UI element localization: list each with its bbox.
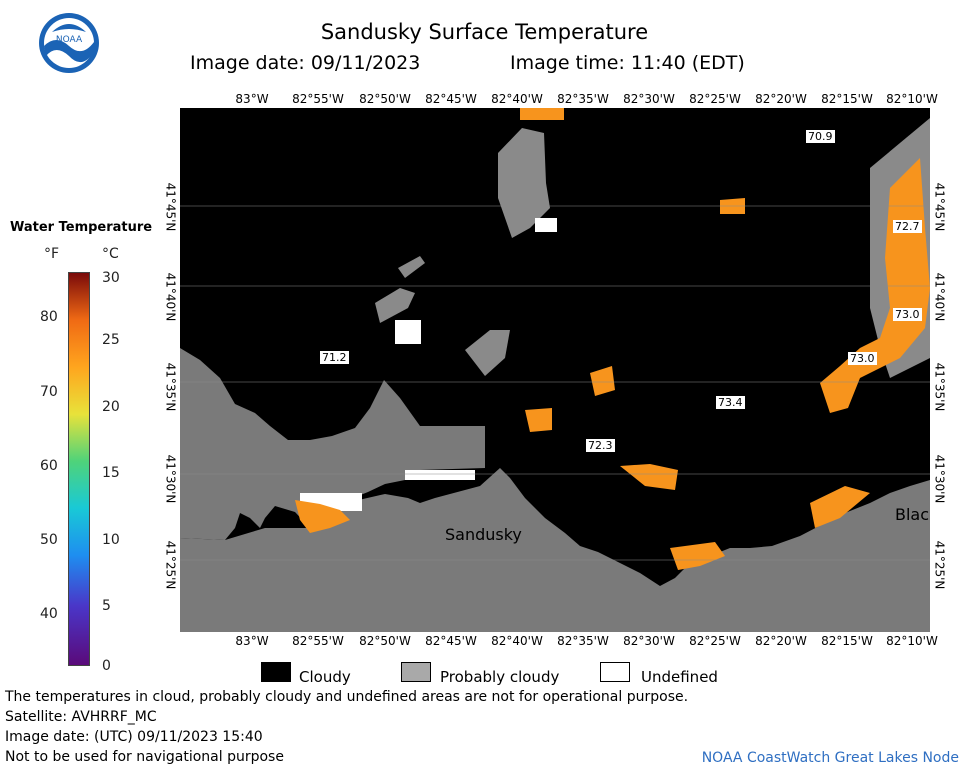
disclaimer-text: The temperatures in cloud, probably clou… (5, 689, 689, 705)
undefined-label: Undefined (641, 668, 718, 686)
probably-cloudy-area-1 (498, 128, 550, 238)
probably-cloudy-area-2 (465, 330, 510, 376)
cloudy-label: Cloudy (299, 668, 351, 686)
warm-water-southeast (810, 486, 870, 528)
unit-fahrenheit: °F (44, 246, 60, 262)
temp-label: 73.4 (716, 396, 745, 409)
utc-date-text: Image date: (UTC) 09/11/2023 15:40 (5, 729, 263, 745)
noaa-logo-icon: NOAA (39, 13, 99, 73)
lon-label-bottom: 83°W (235, 634, 269, 648)
lat-label-right: 41°45'N (932, 182, 947, 232)
temp-label: 73.0 (848, 352, 877, 365)
lon-label-top: 82°15'W (821, 92, 873, 106)
lon-label-bottom: 82°35'W (557, 634, 609, 648)
lon-label-top: 82°55'W (292, 92, 344, 106)
lon-label-top: 82°10'W (886, 92, 938, 106)
warm-water-south-1 (670, 542, 725, 570)
temp-label: 72.3 (586, 439, 615, 452)
undefined-area-4 (535, 218, 557, 232)
temperature-colorbar (68, 272, 90, 666)
warm-water-north (520, 108, 564, 120)
lon-label-bottom: 82°55'W (292, 634, 344, 648)
unit-celsius: °C (102, 246, 119, 262)
temp-label: 73.0 (893, 308, 922, 321)
lat-label-right: 41°30'N (932, 454, 947, 504)
c-tick-label: 0 (102, 658, 111, 674)
navigation-warning: Not to be used for navigational purpose (5, 749, 284, 765)
c-tick-label: 15 (102, 465, 120, 481)
f-tick-label: 70 (40, 384, 58, 400)
lat-label-left: 41°30'N (163, 454, 178, 504)
sst-map: Sandusky Blac (180, 108, 930, 632)
lon-label-top: 82°35'W (557, 92, 609, 106)
lon-label-bottom: 82°30'W (623, 634, 675, 648)
credit-text: NOAA CoastWatch Great Lakes Node (701, 750, 959, 766)
temp-label: 71.2 (320, 351, 349, 364)
lat-label-right: 41°35'N (932, 362, 947, 412)
land-south-shore (180, 348, 485, 540)
temp-label: 72.7 (893, 220, 922, 233)
warm-water-mid-1 (590, 366, 615, 396)
c-tick-label: 30 (102, 270, 120, 286)
lon-label-bottom: 82°20'W (755, 634, 807, 648)
lat-label-left: 41°45'N (163, 182, 178, 232)
lon-label-bottom: 82°25'W (689, 634, 741, 648)
c-tick-label: 10 (102, 532, 120, 548)
lat-label-left: 41°40'N (163, 272, 178, 322)
logo-text: NOAA (56, 35, 83, 45)
image-time: Image time: 11:40 (EDT) (510, 52, 745, 74)
map-title: Sandusky Surface Temperature (320, 20, 649, 44)
lon-label-top: 82°25'W (689, 92, 741, 106)
cloudy-swatch (261, 662, 291, 682)
lon-label-top: 82°30'W (623, 92, 675, 106)
lat-label-left: 41°25'N (163, 540, 178, 590)
lon-label-top: 82°40'W (491, 92, 543, 106)
lon-label-bottom: 82°10'W (886, 634, 938, 648)
lat-label-right: 41°40'N (932, 272, 947, 322)
satellite-text: Satellite: AVHRRF_MC (5, 709, 157, 725)
lat-label-right: 41°25'N (932, 540, 947, 590)
legend-title: Water Temperature (10, 220, 153, 235)
f-tick-label: 60 (40, 458, 58, 474)
lon-label-top: 82°45'W (425, 92, 477, 106)
undefined-swatch (600, 662, 630, 682)
probably-cloudy-label: Probably cloudy (440, 668, 560, 686)
f-tick-label: 80 (40, 309, 58, 325)
c-tick-label: 25 (102, 332, 120, 348)
warm-water-west (295, 500, 350, 533)
f-tick-label: 40 (40, 606, 58, 622)
temp-label: 70.9 (806, 130, 835, 143)
land-southeast (180, 468, 930, 632)
lon-label-bottom: 82°45'W (425, 634, 477, 648)
probably-cloudy-area-3 (375, 288, 415, 323)
lon-label-top: 82°50'W (359, 92, 411, 106)
lon-label-top: 83°W (235, 92, 269, 106)
f-tick-label: 50 (40, 532, 58, 548)
warm-water-south-2 (620, 464, 678, 490)
undefined-area-3 (405, 470, 475, 480)
image-date: Image date: 09/11/2023 (190, 52, 421, 74)
undefined-area-1 (395, 320, 421, 344)
lon-label-bottom: 82°15'W (821, 634, 873, 648)
lat-label-left: 41°35'N (163, 362, 178, 412)
place-label-sandusky: Sandusky (445, 525, 522, 544)
probably-cloudy-area-4 (398, 256, 425, 278)
graticule (180, 205, 930, 561)
c-tick-label: 5 (102, 598, 111, 614)
lon-label-bottom: 82°40'W (491, 634, 543, 648)
warm-water-mid-2 (525, 408, 552, 432)
c-tick-label: 20 (102, 399, 120, 415)
lon-label-bottom: 82°50'W (359, 634, 411, 648)
probably-cloudy-swatch (401, 662, 431, 682)
place-label-blac: Blac (895, 505, 929, 524)
lon-label-top: 82°20'W (755, 92, 807, 106)
